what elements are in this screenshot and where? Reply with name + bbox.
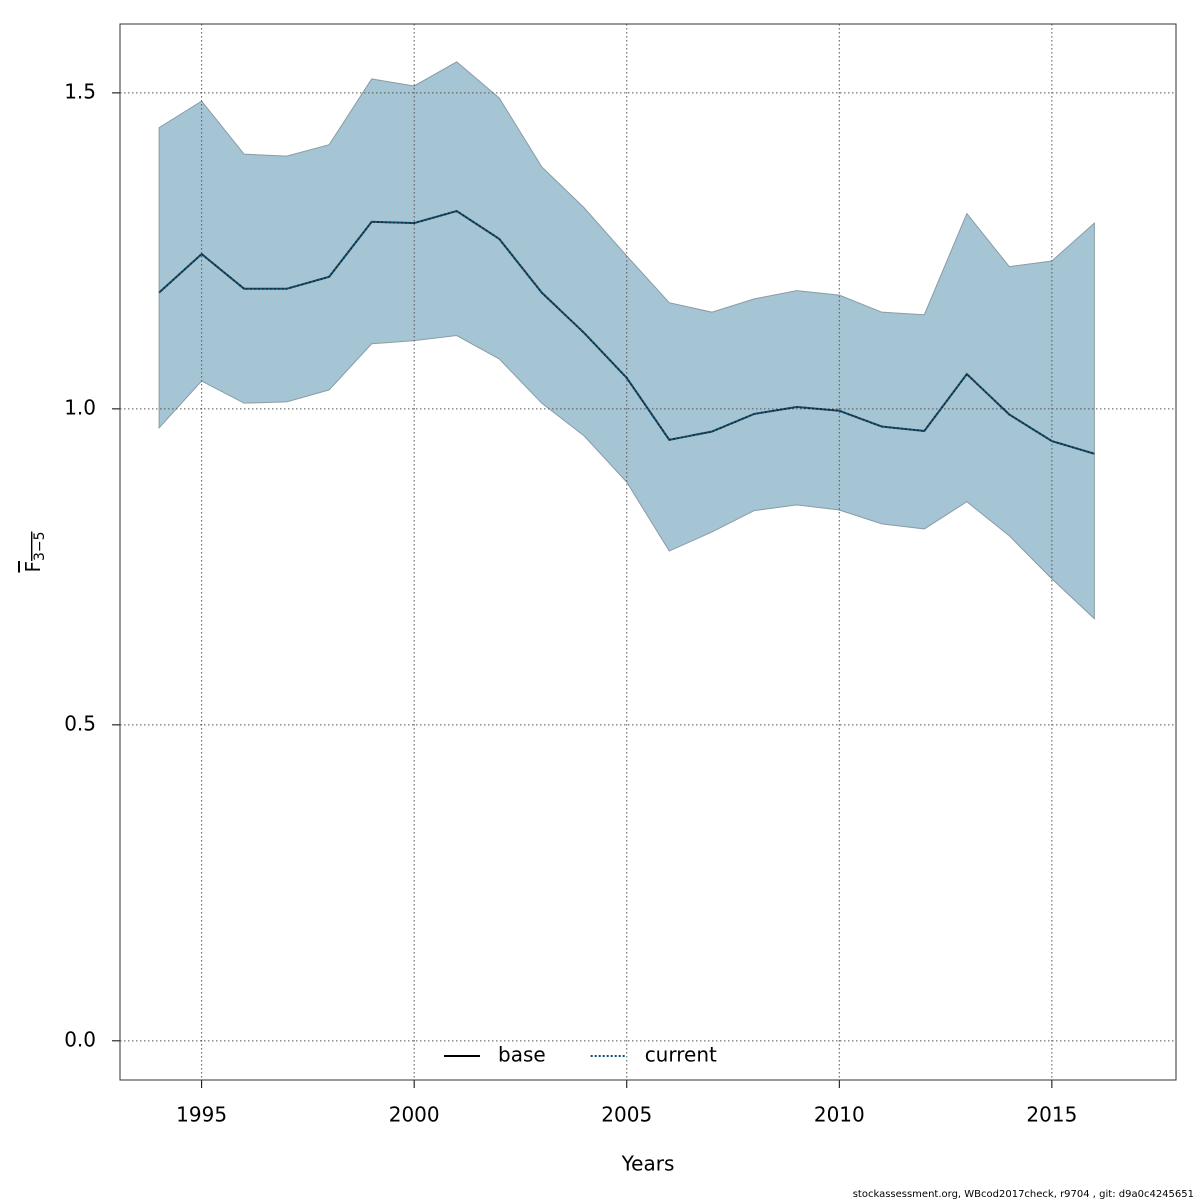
x-tick-label: 2005 (601, 1103, 652, 1127)
legend-label: current (645, 1043, 717, 1067)
y-tick-label: 0.5 (64, 711, 96, 735)
x-tick-label: 2010 (814, 1103, 865, 1127)
footnote: stockassessment.org, WBcod2017check, r97… (853, 1189, 1194, 1200)
line-overlay (158, 209, 1095, 455)
y-axis-label: F3−5 (21, 531, 49, 572)
y-tick-label: 1.0 (64, 395, 96, 419)
y-label-symbol: F3−5 (21, 531, 49, 572)
x-tick-label: 2000 (389, 1103, 440, 1127)
y-label-symbol-text: F (21, 561, 45, 573)
x-tick-label: 1995 (176, 1103, 227, 1127)
y-tick-label: 0.0 (64, 1027, 96, 1051)
legend-label: base (498, 1043, 546, 1067)
y-label-subscript: 3−5 (32, 531, 48, 561)
x-tick-label: 2015 (1026, 1103, 1077, 1127)
x-axis-label: Years (621, 1152, 675, 1176)
plot-frame (119, 23, 1177, 1081)
y-tick-label: 1.5 (64, 79, 96, 103)
line (158, 209, 1095, 455)
